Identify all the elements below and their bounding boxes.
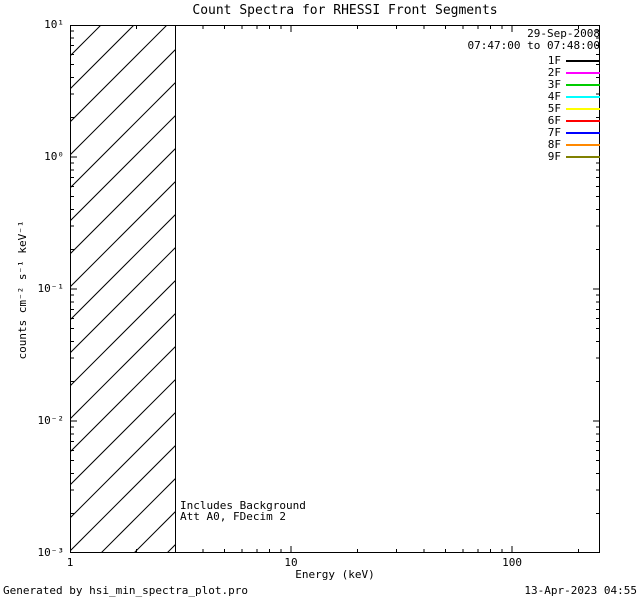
attenuator-note: Att A0, FDecim 2 [180, 510, 286, 523]
legend-color-swatch [566, 144, 600, 146]
legend-entry-label: 7F [547, 126, 561, 139]
hatch-line [100, 477, 176, 553]
y-tick-label: 10¹ [44, 18, 64, 31]
legend-color-swatch [566, 120, 600, 122]
legend-entry-label: 2F [547, 66, 561, 79]
legend-entry-1F: 1F [430, 55, 600, 67]
legend-color-swatch [566, 96, 600, 98]
legend-time-range: 07:47:00 to 07:48:00 [467, 39, 600, 52]
hatch-line [133, 510, 176, 553]
hatch-line [70, 114, 176, 222]
legend: 29-Sep-2008 07:47:00 to 07:48:00 1F 2F 3F 4… [430, 28, 600, 163]
legend-color-swatch [566, 72, 600, 74]
legend-entry-2F: 2F [430, 67, 600, 79]
hatched-region [70, 25, 176, 553]
legend-entry-7F: 7F [430, 127, 600, 139]
legend-color-swatch [566, 156, 600, 158]
legend-entry-label: 3F [547, 78, 561, 91]
hatch-line [70, 213, 176, 321]
hatch-line [70, 312, 176, 420]
hatch-line [70, 180, 176, 288]
hatch-line [166, 543, 176, 553]
plot-area [70, 25, 600, 553]
legend-entry-label: 5F [547, 102, 561, 115]
hatch-line [70, 48, 176, 156]
legend-entry-8F: 8F [430, 139, 600, 151]
legend-color-swatch [566, 132, 600, 134]
hatch-line [70, 378, 176, 486]
axis-frame [70, 25, 600, 553]
legend-entry-3F: 3F [430, 79, 600, 91]
hatch-line [70, 25, 102, 57]
plot-annotations: Includes Background Att A0, FDecim 2 [180, 500, 306, 522]
legend-entry-4F: 4F [430, 91, 600, 103]
y-tick-label: 10⁻² [37, 414, 65, 427]
y-tick-label: 10⁰ [44, 150, 64, 163]
legend-entry-label: 8F [547, 138, 561, 151]
hatch-line [70, 246, 176, 354]
legend-color-swatch [566, 84, 600, 86]
legend-date: 29-Sep-2008 [527, 27, 600, 40]
hatch-line [70, 411, 176, 519]
legend-color-swatch [566, 60, 600, 62]
hatch-line [70, 81, 176, 189]
legend-entry-label: 6F [547, 114, 561, 127]
legend-color-swatch [566, 108, 600, 110]
legend-entries: 1F 2F 3F 4F 5F 6F 7F 8F 9F [430, 55, 600, 163]
legend-entry-label: 4F [547, 90, 561, 103]
hatch-line [70, 25, 168, 123]
legend-entry-label: 9F [547, 150, 561, 163]
generated-by-text: Generated by hsi_min_spectra_plot.pro [3, 584, 249, 597]
legend-entry-6F: 6F [430, 115, 600, 127]
hatch-line [70, 147, 176, 255]
y-tick-label: 10⁻¹ [37, 282, 65, 295]
hatch-line [70, 25, 135, 90]
legend-entry-label: 1F [547, 54, 561, 67]
render-timestamp: 13-Apr-2023 04:55 [524, 584, 637, 597]
y-tick-label: 10⁻³ [37, 546, 65, 559]
legend-entry-5F: 5F [430, 103, 600, 115]
chart-title: Count Spectra for RHESSI Front Segments [192, 3, 498, 18]
x-axis-label: Energy (keV) [295, 568, 375, 581]
hatch-line [70, 345, 176, 453]
x-tick-label: 10 [284, 556, 298, 569]
x-tick-label: 1 [66, 556, 74, 569]
hatch-line [70, 279, 176, 387]
background-note: Includes Background [180, 499, 306, 512]
hatch-line [70, 444, 176, 552]
legend-entry-9F: 9F [430, 151, 600, 163]
x-tick-label: 100 [502, 556, 522, 569]
